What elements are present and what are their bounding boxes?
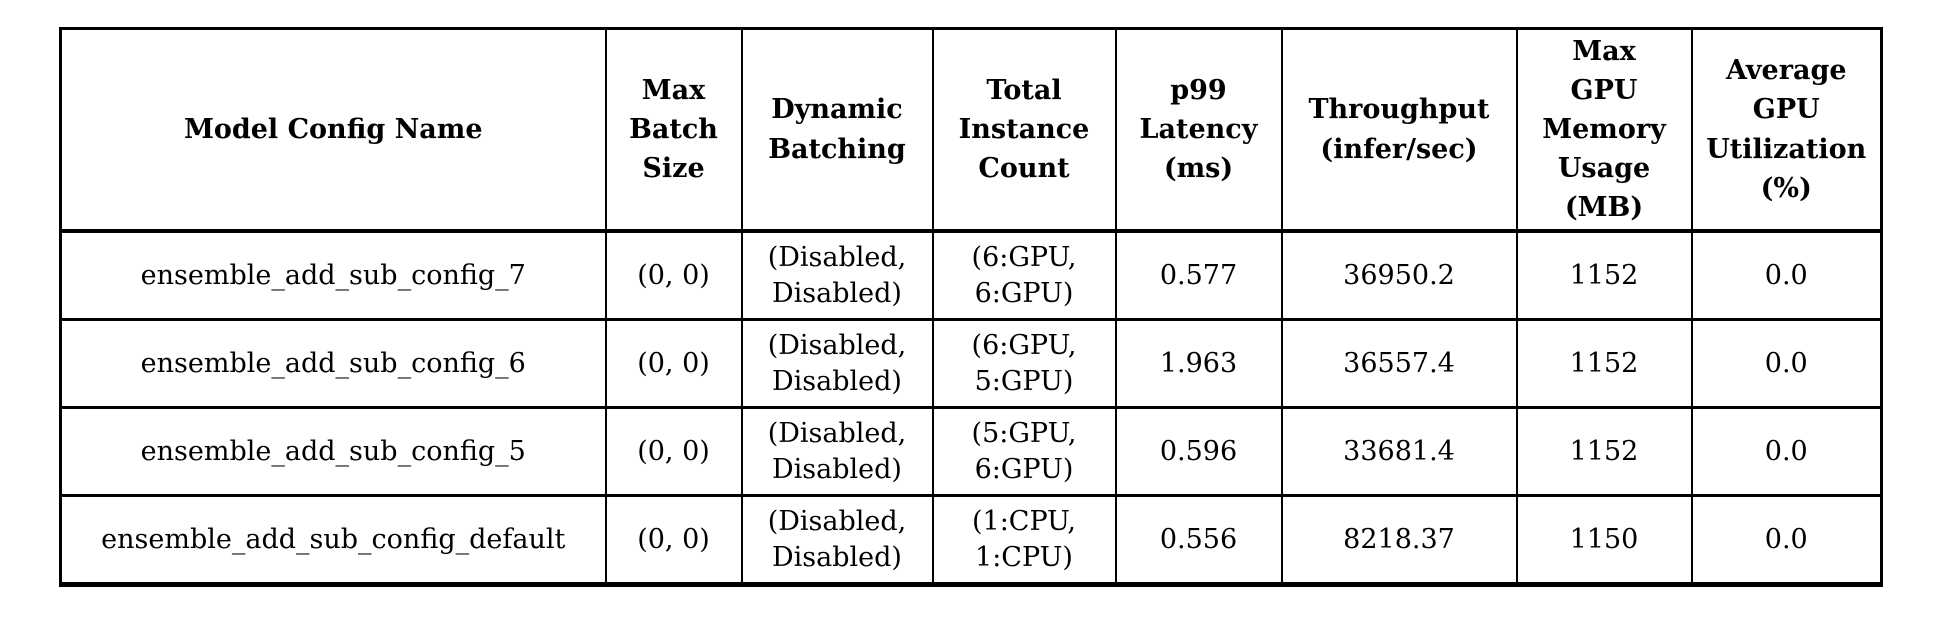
cell-max-batch-size: (0, 0)	[604, 406, 743, 497]
cell-max-batch-size: (0, 0)	[604, 494, 743, 586]
cell-dynamic-batching: (Disabled, Disabled)	[740, 494, 934, 586]
cell-avg-gpu-utilization: 0.0	[1690, 318, 1883, 409]
col-header-model-config-name: Model Config Name	[59, 28, 607, 233]
header-row: Model Config Name Max Batch Size Dynamic…	[59, 28, 1883, 233]
col-header-max-gpu-memory: Max GPU Memory Usage (MB)	[1515, 28, 1693, 233]
cell-avg-gpu-utilization: 0.0	[1690, 494, 1883, 586]
cell-throughput: 36950.2	[1280, 229, 1518, 321]
cell-avg-gpu-utilization: 0.0	[1690, 406, 1883, 497]
cell-p99-latency: 0.556	[1114, 494, 1283, 586]
col-header-p99-latency: p99 Latency (ms)	[1114, 28, 1283, 233]
cell-max-gpu-memory: 1152	[1515, 406, 1693, 497]
table-row: ensemble_add_sub_config_6 (0, 0) (Disabl…	[59, 318, 1883, 409]
cell-throughput: 33681.4	[1280, 406, 1518, 497]
table-row: ensemble_add_sub_config_5 (0, 0) (Disabl…	[59, 406, 1883, 497]
cell-max-batch-size: (0, 0)	[604, 229, 743, 321]
model-config-results-table: Model Config Name Max Batch Size Dynamic…	[59, 27, 1883, 587]
cell-max-batch-size: (0, 0)	[604, 318, 743, 409]
col-header-dynamic-batching: Dynamic Batching	[740, 28, 934, 233]
cell-dynamic-batching: (Disabled, Disabled)	[740, 318, 934, 409]
cell-dynamic-batching: (Disabled, Disabled)	[740, 406, 934, 497]
col-header-max-batch-size: Max Batch Size	[604, 28, 743, 233]
cell-throughput: 8218.37	[1280, 494, 1518, 586]
table-row: ensemble_add_sub_config_default (0, 0) (…	[59, 494, 1883, 586]
cell-p99-latency: 0.577	[1114, 229, 1283, 321]
table-row: ensemble_add_sub_config_7 (0, 0) (Disabl…	[59, 229, 1883, 321]
cell-avg-gpu-utilization: 0.0	[1690, 229, 1883, 321]
cell-max-gpu-memory: 1152	[1515, 229, 1693, 321]
cell-max-gpu-memory: 1150	[1515, 494, 1693, 586]
cell-dynamic-batching: (Disabled, Disabled)	[740, 229, 934, 321]
cell-model-config-name: ensemble_add_sub_config_default	[59, 494, 607, 586]
cell-total-instance-count: (5:GPU, 6:GPU)	[931, 406, 1117, 497]
cell-total-instance-count: (6:GPU, 6:GPU)	[931, 229, 1117, 321]
cell-total-instance-count: (6:GPU, 5:GPU)	[931, 318, 1117, 409]
cell-model-config-name: ensemble_add_sub_config_5	[59, 406, 607, 497]
cell-max-gpu-memory: 1152	[1515, 318, 1693, 409]
col-header-throughput: Throughput (infer/sec)	[1280, 28, 1518, 233]
col-header-total-instance-count: Total Instance Count	[931, 28, 1117, 233]
cell-model-config-name: ensemble_add_sub_config_6	[59, 318, 607, 409]
cell-p99-latency: 1.963	[1114, 318, 1283, 409]
col-header-avg-gpu-utilization: Average GPU Utilization (%)	[1690, 28, 1883, 233]
cell-model-config-name: ensemble_add_sub_config_7	[59, 229, 607, 321]
cell-total-instance-count: (1:CPU, 1:CPU)	[931, 494, 1117, 586]
cell-p99-latency: 0.596	[1114, 406, 1283, 497]
cell-throughput: 36557.4	[1280, 318, 1518, 409]
